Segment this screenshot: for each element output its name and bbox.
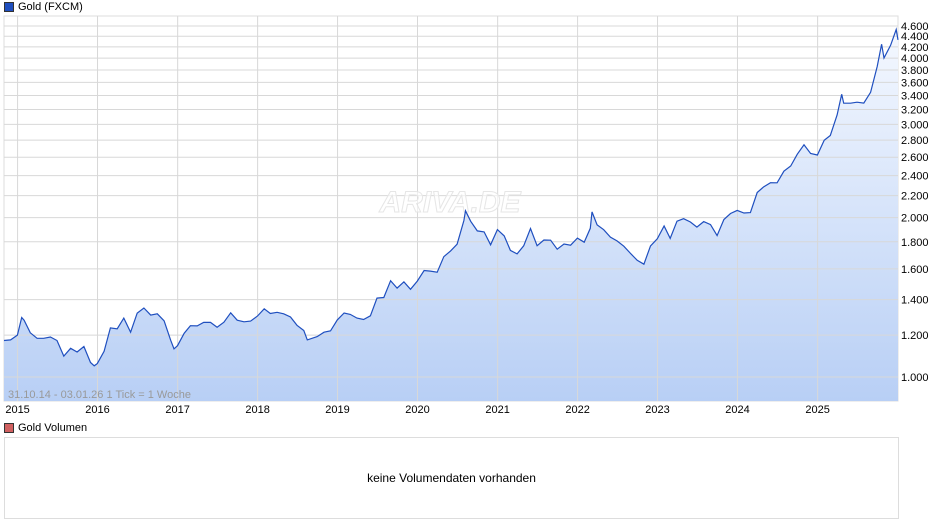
range-info: 31.10.14 - 03.01.26 1 Tick = 1 Woche <box>8 389 191 401</box>
main-legend: Gold (FXCM) <box>4 0 83 14</box>
y-tick-label: 2.400 <box>901 171 929 183</box>
x-tick-label: 2024 <box>725 404 749 416</box>
x-tick-label: 2015 <box>5 404 29 416</box>
x-tick-label: 2019 <box>325 404 349 416</box>
x-tick-label: 2017 <box>165 404 189 416</box>
y-tick-label: 1.200 <box>901 330 929 342</box>
x-tick-label: 2021 <box>485 404 509 416</box>
legend-swatch-volume <box>4 423 14 433</box>
x-tick-label: 2016 <box>85 404 109 416</box>
y-tick-label: 1.400 <box>901 295 929 307</box>
y-tick-label: 3.200 <box>901 104 929 116</box>
legend-label-gold: Gold (FXCM) <box>18 1 83 13</box>
y-tick-label: 4.600 <box>901 21 929 33</box>
y-tick-label: 4.000 <box>901 53 929 65</box>
x-tick-label: 2023 <box>645 404 669 416</box>
watermark-logo: ARIVA.DE <box>378 186 521 219</box>
y-tick-label: 1.000 <box>901 372 929 384</box>
y-tick-label: 2.600 <box>901 152 929 164</box>
x-tick-label: 2025 <box>805 404 829 416</box>
y-tick-label: 2.200 <box>901 191 929 203</box>
y-tick-label: 1.800 <box>901 237 929 249</box>
x-tick-label: 2020 <box>405 404 429 416</box>
volume-legend: Gold Volumen <box>4 421 87 435</box>
y-tick-label: 2.800 <box>901 135 929 147</box>
y-tick-label: 3.400 <box>901 91 929 103</box>
y-tick-label: 3.600 <box>901 77 929 89</box>
price-area-fill <box>4 29 898 401</box>
legend-label-volume: Gold Volumen <box>18 422 88 434</box>
y-tick-label: 2.000 <box>901 213 929 225</box>
price-line <box>3 27 899 367</box>
y-tick-label: 3.800 <box>901 65 929 77</box>
y-tick-label: 1.600 <box>901 264 929 276</box>
y-tick-label: 3.000 <box>901 119 929 131</box>
x-tick-label: 2022 <box>565 404 589 416</box>
volume-empty-message: keine Volumendaten vorhanden <box>367 471 536 485</box>
x-tick-label: 2018 <box>245 404 269 416</box>
legend-swatch-gold <box>4 2 14 12</box>
y-tick-label: 4.200 <box>901 42 929 54</box>
volume-panel: keine Volumendaten vorhanden <box>4 437 899 519</box>
y-tick-label: 4.400 <box>901 31 929 43</box>
